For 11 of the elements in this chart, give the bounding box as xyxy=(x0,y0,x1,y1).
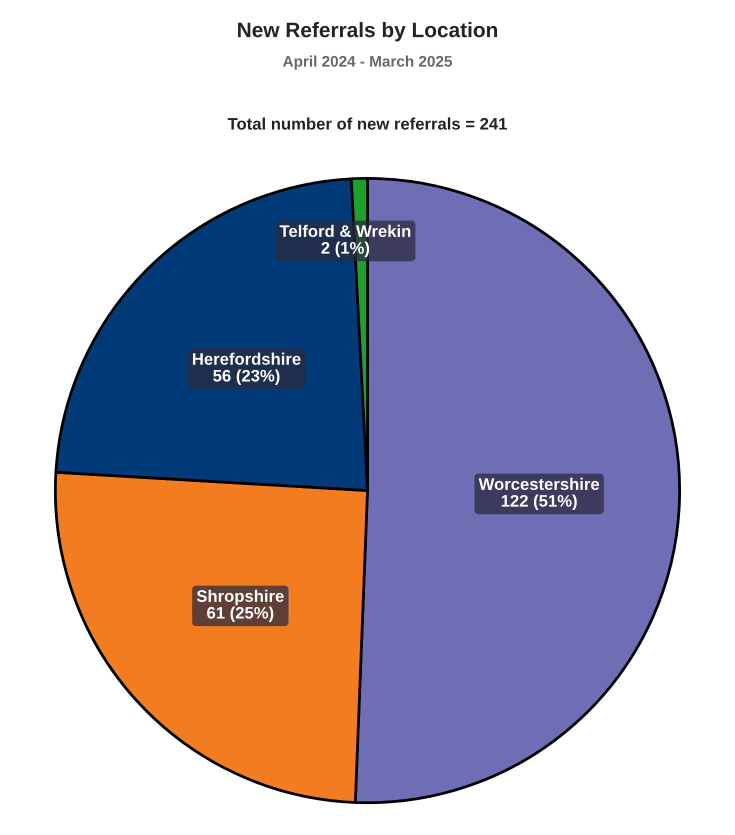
slice-label: Shropshire xyxy=(196,590,284,606)
data-label: 2 (1%) xyxy=(321,242,370,258)
slice-label: Telford & Wrekin xyxy=(280,224,410,238)
slice-label: Herefordshire xyxy=(192,352,301,365)
chart-title: New Referrals by Location xyxy=(238,22,498,42)
data-label: 61 (25%) xyxy=(207,606,274,622)
chart-subtitle: April 2024 - March 2025 xyxy=(282,56,452,70)
slice-label: Worcestershire xyxy=(478,478,600,490)
data-label: 122 (51%) xyxy=(502,494,577,510)
data-label: 56 (23%) xyxy=(213,369,280,385)
text: Total number of new referrals = 241 xyxy=(228,117,507,130)
